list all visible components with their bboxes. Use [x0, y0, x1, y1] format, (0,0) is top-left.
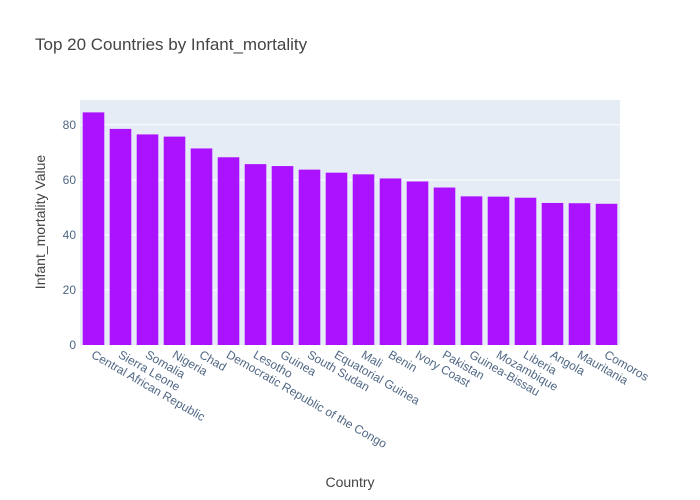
y-axis-title: Infant_mortality Value — [32, 155, 48, 290]
bars — [82, 112, 618, 346]
bar — [298, 169, 321, 345]
chart-title: Top 20 Countries by Infant_mortality — [35, 35, 308, 54]
plot-area — [80, 100, 620, 345]
bar — [514, 197, 537, 345]
bar — [487, 196, 510, 345]
y-tick-label: 40 — [63, 228, 77, 242]
bar — [460, 196, 483, 345]
bar — [109, 128, 132, 345]
bar — [190, 148, 213, 345]
bar — [163, 136, 186, 345]
bar — [136, 134, 159, 345]
y-tick-label: 20 — [63, 283, 77, 297]
bar — [406, 181, 429, 345]
bar — [568, 203, 591, 345]
bar — [325, 172, 348, 345]
bar — [379, 178, 402, 345]
y-tick-label: 0 — [69, 338, 76, 352]
bar — [352, 174, 375, 345]
y-tick-label: 60 — [63, 173, 77, 187]
bar — [271, 166, 294, 345]
bar — [82, 112, 105, 346]
y-tick-label: 80 — [63, 118, 77, 132]
y-axis-ticks: 0 20 40 60 80 — [63, 118, 77, 352]
bar — [433, 187, 456, 345]
bar — [595, 203, 618, 345]
bar — [244, 164, 267, 345]
bar — [217, 157, 240, 345]
x-tick-label: Benin — [386, 347, 420, 374]
bar — [541, 202, 564, 345]
x-axis-title: Country — [325, 474, 374, 490]
